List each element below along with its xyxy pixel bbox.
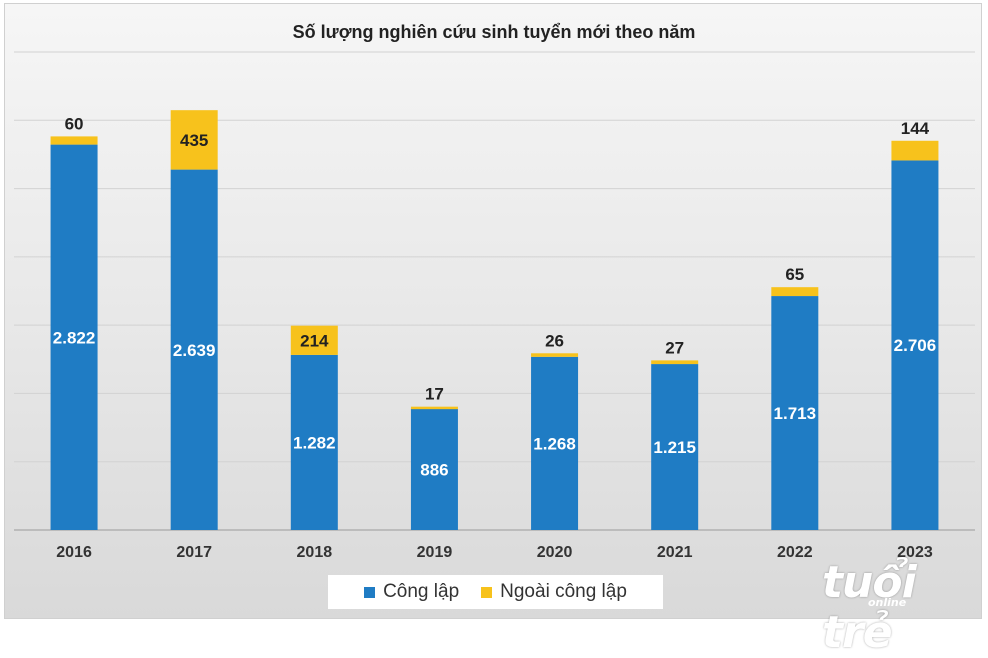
bar-ngoai-cong-lap-2021 <box>651 360 699 365</box>
data-label-cong-lap-2017: 2.639 <box>173 341 216 360</box>
legend-item-cong-lap: Công lập <box>364 581 459 603</box>
data-label-ngoai-cong-lap-2021: 27 <box>665 338 684 357</box>
bar-chart: 2.822 60 2016 2.639 435 2017 1.282 214 2018 886 17… <box>14 51 975 561</box>
bar-ngoai-cong-lap-2016 <box>50 136 98 145</box>
legend-item-ngoai-cong-lap: Ngoài công lập <box>481 581 627 603</box>
bar-cong-lap-2016 <box>50 144 98 530</box>
bar-ngoai-cong-lap-2018 <box>290 325 338 355</box>
bar-ngoai-cong-lap-2019 <box>410 406 458 410</box>
data-label-cong-lap-2018: 1.282 <box>293 433 336 452</box>
data-label-cong-lap-2016: 2.822 <box>53 328 96 347</box>
x-tick-label-2023: 2023 <box>897 544 933 561</box>
data-label-cong-lap-2021: 1.215 <box>653 438 696 457</box>
bar-ngoai-cong-lap-2022 <box>771 287 819 297</box>
bar-cong-lap-2023 <box>891 160 939 530</box>
chart-legend: Công lập Ngoài công lập <box>328 575 663 609</box>
legend-swatch-ngoai-cong-lap <box>481 586 493 598</box>
data-label-ngoai-cong-lap-2023: 144 <box>901 119 930 138</box>
tuoi-tre-logo-sub: online <box>868 596 907 609</box>
bar-cong-lap-2017 <box>170 169 218 530</box>
bar-cong-lap-2020 <box>531 356 579 530</box>
legend-label-ngoai-cong-lap: Ngoài công lập <box>500 581 627 602</box>
chart-frame <box>4 3 982 619</box>
data-label-ngoai-cong-lap-2017: 435 <box>180 131 208 150</box>
data-label-cong-lap-2019: 886 <box>420 460 448 479</box>
data-label-cong-lap-2023: 2.706 <box>894 336 937 355</box>
legend-swatch-cong-lap <box>364 586 376 598</box>
bar-cong-lap-2018 <box>290 354 338 530</box>
x-tick-label-2020: 2020 <box>537 544 573 561</box>
bar-ngoai-cong-lap-2023 <box>891 140 939 161</box>
x-tick-label-2018: 2018 <box>297 544 333 561</box>
data-label-ngoai-cong-lap-2022: 65 <box>785 265 804 284</box>
data-label-ngoai-cong-lap-2018: 214 <box>300 331 329 350</box>
legend-label-cong-lap: Công lập <box>383 581 460 602</box>
x-tick-label-2021: 2021 <box>657 544 693 561</box>
data-label-ngoai-cong-lap-2019: 17 <box>425 385 444 404</box>
x-tick-label-2019: 2019 <box>417 544 453 561</box>
x-tick-label-2017: 2017 <box>176 544 212 561</box>
data-label-cong-lap-2020: 1.268 <box>533 434 576 453</box>
bar-cong-lap-2019 <box>410 408 458 530</box>
data-label-ngoai-cong-lap-2020: 26 <box>545 331 564 350</box>
x-tick-label-2022: 2022 <box>777 544 813 561</box>
x-tick-label-2016: 2016 <box>56 544 92 561</box>
bar-cong-lap-2021 <box>651 364 699 530</box>
data-label-ngoai-cong-lap-2016: 60 <box>65 114 84 133</box>
bar-ngoai-cong-lap-2020 <box>531 353 579 357</box>
chart-title: Số lượng nghiên cứu sinh tuyển mới theo … <box>292 22 696 42</box>
bar-cong-lap-2022 <box>771 296 819 530</box>
data-label-cong-lap-2022: 1.713 <box>774 404 817 423</box>
bar-ngoai-cong-lap-2017 <box>170 110 218 170</box>
